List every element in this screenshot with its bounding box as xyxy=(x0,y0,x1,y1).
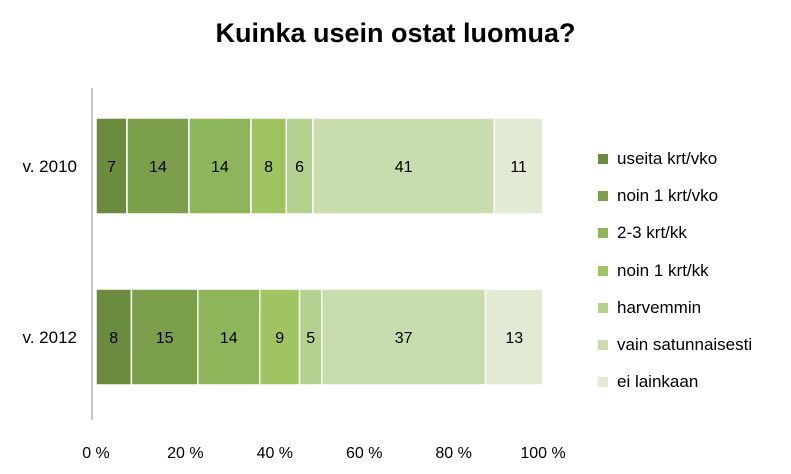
legend-item: useita krt/vko xyxy=(598,140,752,177)
bar-segment xyxy=(95,117,128,215)
data-label: 8 xyxy=(264,159,273,176)
bars-layer: 7 14 14 8 6 41 11 8 15 14 9 5 37 13 xyxy=(95,117,544,386)
category-label: v. 2012 xyxy=(22,328,77,347)
data-label: 14 xyxy=(211,159,229,176)
data-label: 14 xyxy=(149,159,167,176)
data-label: 8 xyxy=(109,330,118,347)
data-label: 14 xyxy=(220,330,238,347)
legend-item: harvemmin xyxy=(598,289,752,326)
legend-swatch xyxy=(598,265,608,276)
legend-item: 2-3 krt/kk xyxy=(598,215,752,252)
legend-label: ei lainkaan xyxy=(617,372,699,392)
data-label: 11 xyxy=(510,159,527,176)
bar-segment xyxy=(259,288,301,386)
x-tick-labels: 0 % 20 % 40 % 60 % 80 % 100 % xyxy=(82,445,565,462)
legend-swatch xyxy=(598,302,608,313)
data-label: 7 xyxy=(107,159,116,176)
data-label: 37 xyxy=(395,330,413,347)
legend-item: noin 1 krt/vko xyxy=(598,177,752,214)
legend-label: 2-3 krt/kk xyxy=(617,223,687,243)
bar-segment xyxy=(493,117,544,215)
data-label: 6 xyxy=(295,159,304,176)
legend-label: noin 1 krt/kk xyxy=(617,260,709,280)
legend-label: noin 1 krt/vko xyxy=(617,185,719,205)
legend-label: useita krt/vko xyxy=(617,148,718,168)
legend-swatch xyxy=(598,340,608,351)
legend-swatch xyxy=(598,377,608,388)
bar-segment xyxy=(250,117,288,215)
legend-swatch xyxy=(598,190,608,201)
legend-label: harvemmin xyxy=(617,297,702,317)
legend-item: ei lainkaan xyxy=(598,364,752,401)
x-tick-label: 20 % xyxy=(167,445,203,462)
legend: useita krt/vko noin 1 krt/vko 2-3 krt/kk no… xyxy=(598,140,752,401)
x-tick-label: 80 % xyxy=(435,445,471,462)
x-tick-label: 60 % xyxy=(346,445,382,462)
data-label: 41 xyxy=(395,159,413,176)
bar-segment xyxy=(130,288,199,386)
x-tick-label: 0 % xyxy=(82,445,110,462)
chart-title: Kuinka usein ostat luomua? xyxy=(215,18,576,48)
legend-swatch xyxy=(598,228,608,239)
category-label: v. 2010 xyxy=(22,157,77,176)
data-label: 13 xyxy=(505,330,523,347)
category-labels: v. 2010 v. 2012 xyxy=(22,157,77,347)
bar-segment xyxy=(126,117,190,215)
x-tick-label: 100 % xyxy=(520,445,565,462)
legend-item: vain satunnaisesti xyxy=(598,326,752,363)
data-label: 5 xyxy=(306,330,315,347)
legend-label: vain satunnaisesti xyxy=(617,335,753,355)
data-label: 15 xyxy=(156,330,174,347)
legend-swatch xyxy=(598,153,608,164)
x-tick-label: 40 % xyxy=(257,445,293,462)
bar-segment xyxy=(484,288,544,386)
data-label: 9 xyxy=(275,330,284,347)
legend-item: noin 1 krt/kk xyxy=(598,252,752,289)
bar-segment xyxy=(95,288,133,386)
